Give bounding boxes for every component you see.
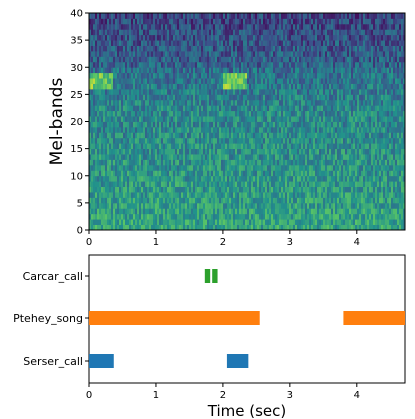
events-ytick-label: Carcar_call: [23, 270, 83, 283]
spectrogram-ylabel: Mel-bands: [47, 78, 67, 166]
event-bars: [89, 269, 405, 368]
event-bar-ptehey-song: [343, 311, 405, 325]
events-xtick-label: 2: [220, 390, 226, 401]
event-bar-serser-call: [89, 354, 114, 368]
events-xlabel: Time (sec): [207, 402, 286, 419]
spectrogram-ytick-label: 35: [70, 36, 83, 47]
events-xtick-label: 1: [153, 390, 159, 401]
events-ytick-label: Serser_call: [23, 355, 83, 368]
spectrogram-ytick-label: 5: [77, 198, 83, 209]
spectrogram-cells: [89, 13, 406, 231]
event-bar-carcar-call: [212, 269, 218, 283]
events-xtick-label: 0: [86, 390, 92, 401]
spectrogram-ytick-label: 25: [70, 90, 83, 101]
spectrogram-xtick-label: 4: [354, 237, 360, 248]
spectrogram-ytick-label: 0: [77, 226, 83, 237]
spectrogram-ytick-label: 30: [70, 63, 83, 74]
spectrogram-ytick-label: 20: [70, 117, 83, 128]
event-bar-carcar-call: [204, 269, 211, 283]
events-xtick-label: 3: [287, 390, 293, 401]
spectrogram-xtick-label: 0: [86, 237, 92, 248]
spectrogram-xtick-label: 1: [153, 237, 159, 248]
spectrogram-ytick-label: 40: [70, 9, 83, 20]
event-bar-serser-call: [226, 354, 249, 368]
spectrogram-ytick-label: 15: [70, 144, 83, 155]
event-bar-ptehey-song: [89, 311, 260, 325]
events-axes: Serser_call Ptehey_song Carcar_call 0 1 2 3 4: [13, 270, 360, 401]
spectrogram-xtick-label: 2: [220, 237, 226, 248]
spectrogram-xtick-label: 3: [287, 237, 293, 248]
events-xtick-label: 4: [354, 390, 360, 401]
events-ytick-label: Ptehey_song: [13, 312, 83, 325]
spectrogram-ytick-label: 10: [70, 171, 83, 182]
